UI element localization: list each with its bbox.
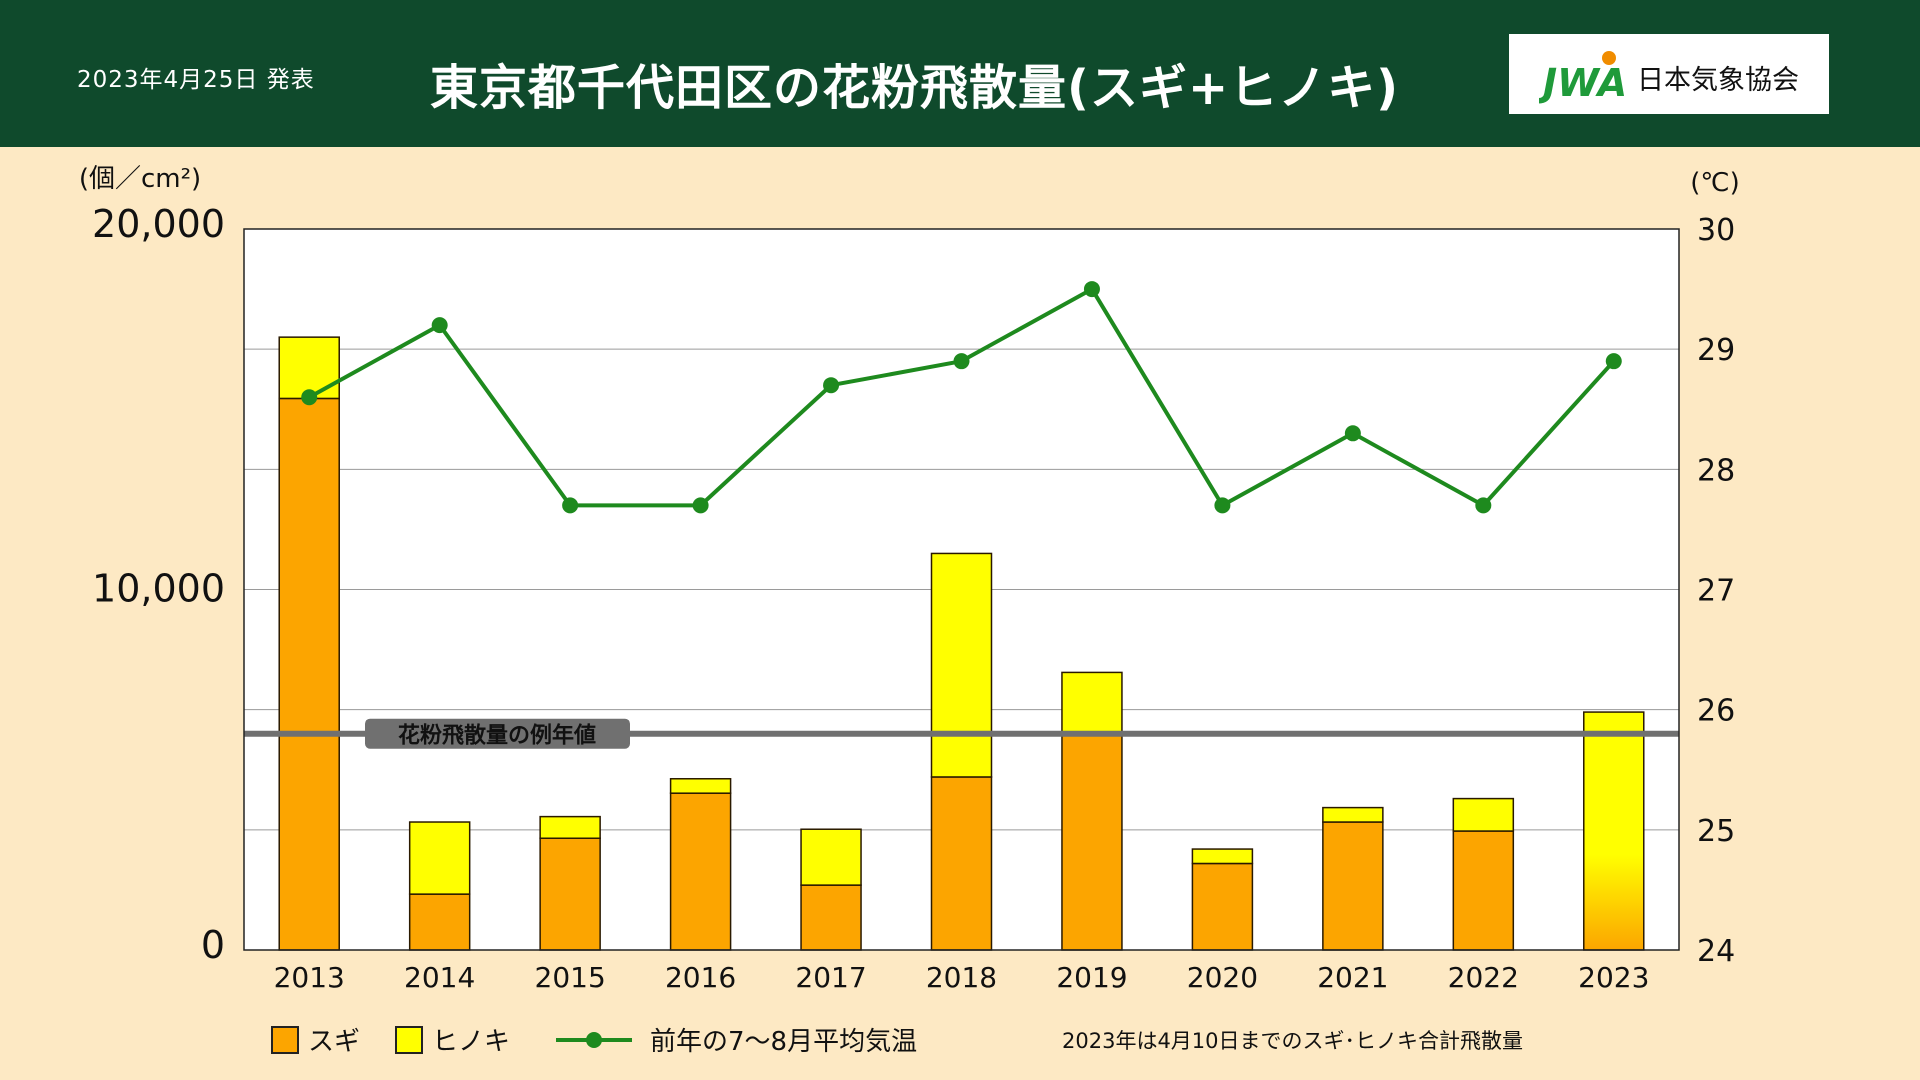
legend-sugi-label: スギ [308, 1027, 360, 1057]
normal-label: 花粉飛散量の例年値 [398, 723, 596, 749]
temp-point-2019 [1083, 281, 1100, 298]
bar-sugi-2022 [1452, 830, 1515, 951]
left-tick-20,000: 20,000 [92, 202, 225, 246]
x-tick-2014: 2014 [404, 961, 475, 994]
release-date: 2023年4月25日 発表 [77, 67, 315, 93]
x-tick-2017: 2017 [795, 961, 866, 994]
temp-point-2014 [431, 317, 448, 334]
temp-point-2022 [1475, 497, 1492, 514]
page-title: 東京都千代田区の花粉飛散量(スギ+ヒノキ) [430, 60, 1400, 116]
x-tick-2015: 2015 [535, 961, 606, 994]
bar-hinoki-2014 [408, 821, 471, 895]
legend-hinoki-label: ヒノキ [432, 1027, 510, 1057]
bar-total-2023 [1583, 711, 1645, 951]
temp-point-2016 [692, 497, 709, 514]
pollen-chart: 花粉飛散量の例年値 0 10,000 20,000 (個／cm²) 24 25 26 27 28… [79, 164, 1740, 1057]
right-tick-29: 29 [1697, 333, 1735, 368]
chart-note: 2023年は4月10日までのスギ･ヒノキ合計飛散量 [1062, 1029, 1523, 1053]
bar-hinoki-2022 [1452, 797, 1515, 832]
x-tick-2023: 2023 [1578, 961, 1649, 994]
x-tick-2022: 2022 [1448, 961, 1519, 994]
bar-sugi-2019 [1061, 732, 1123, 951]
right-tick-24: 24 [1697, 934, 1735, 969]
bar-sugi-2013 [278, 397, 340, 951]
temp-point-2021 [1344, 425, 1361, 442]
x-tick-2013: 2013 [274, 961, 345, 994]
x-tick-2019: 2019 [1056, 961, 1127, 994]
jwa-logo-icon: JWA [1539, 51, 1627, 104]
bar-sugi-2014 [408, 893, 471, 951]
header-bar: 2023年4月25日 発表 東京都千代田区の花粉飛散量(スギ+ヒノキ) JWA … [0, 0, 1920, 147]
bar-sugi-2020 [1191, 862, 1254, 951]
temperature-line-group [301, 281, 1622, 514]
logo-text: 日本気象協会 [1637, 65, 1799, 96]
bar-hinoki-2018 [930, 552, 993, 778]
temp-point-2015 [562, 497, 579, 514]
jwa-logo: JWA 日本気象協会 [1509, 34, 1829, 114]
bar-sugi-2017 [800, 884, 862, 951]
left-axis-unit: (個／cm²) [79, 164, 201, 194]
bar-hinoki-2015 [539, 815, 601, 839]
axes: 0 10,000 20,000 (個／cm²) 24 25 26 27 28 29 30 (℃) 201… [79, 164, 1740, 994]
bar-hinoki-2021 [1322, 806, 1384, 823]
x-tick-2021: 2021 [1317, 961, 1388, 994]
plot-border [243, 228, 1680, 951]
temp-point-2023 [1605, 353, 1622, 370]
bar-sugi-2016 [669, 792, 732, 951]
bar-hinoki-2016 [669, 778, 732, 794]
temp-point-2018 [953, 353, 970, 370]
temp-point-2013 [301, 389, 318, 406]
right-tick-25: 25 [1697, 814, 1735, 849]
legend: スギ ヒノキ 前年の7～8月平均気温 2023年は4月10日までのスギ･ヒノキ合計飛散… [271, 1026, 1523, 1057]
right-tick-26: 26 [1697, 694, 1735, 729]
legend-temp-label: 前年の7～8月平均気温 [650, 1027, 917, 1057]
bar-sugi-2021 [1322, 821, 1384, 951]
right-tick-27: 27 [1697, 574, 1735, 609]
legend-temp-marker [586, 1032, 602, 1048]
bar-hinoki-2019 [1061, 671, 1123, 735]
bar-hinoki-2017 [800, 828, 862, 886]
logo-mark-text: JWA [1539, 61, 1627, 104]
left-tick-0: 0 [201, 923, 225, 967]
normal-label-bg [365, 718, 630, 749]
right-tick-28: 28 [1697, 453, 1735, 488]
x-tick-2020: 2020 [1187, 961, 1258, 994]
normal-line-group: 花粉飛散量の例年値 [244, 718, 1679, 749]
x-tick-2016: 2016 [665, 961, 736, 994]
left-tick-10,000: 10,000 [92, 567, 225, 611]
bar-sugi-2018 [930, 776, 993, 951]
right-tick-30: 30 [1697, 213, 1735, 248]
temp-point-2017 [823, 377, 840, 394]
bar-sugi-2015 [539, 837, 601, 951]
legend-hinoki-swatch [395, 1026, 423, 1054]
x-tick-2018: 2018 [926, 961, 997, 994]
bar-hinoki-2020 [1191, 848, 1254, 865]
legend-sugi-swatch [271, 1026, 299, 1054]
bars [278, 336, 1645, 951]
right-axis-unit: (℃) [1690, 168, 1740, 198]
temp-point-2020 [1214, 497, 1231, 514]
